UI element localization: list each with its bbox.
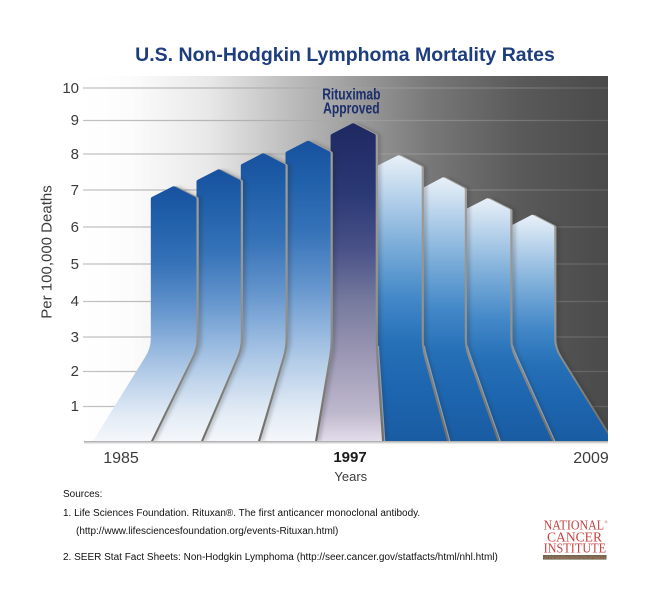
svg-text:Approved: Approved xyxy=(323,101,380,118)
svg-text:NATIONAL: NATIONAL xyxy=(544,519,605,534)
svg-text:CANCER: CANCER xyxy=(547,531,603,546)
svg-text:INSTITUTE: INSTITUTE xyxy=(544,541,607,556)
svg-text:Rituximab: Rituximab xyxy=(322,87,380,104)
svg-text:AT THE NATIONAL INSTITUTES OF: AT THE NATIONAL INSTITUTES OF HEALTH xyxy=(545,556,605,560)
svg-text:®: ® xyxy=(605,520,609,525)
